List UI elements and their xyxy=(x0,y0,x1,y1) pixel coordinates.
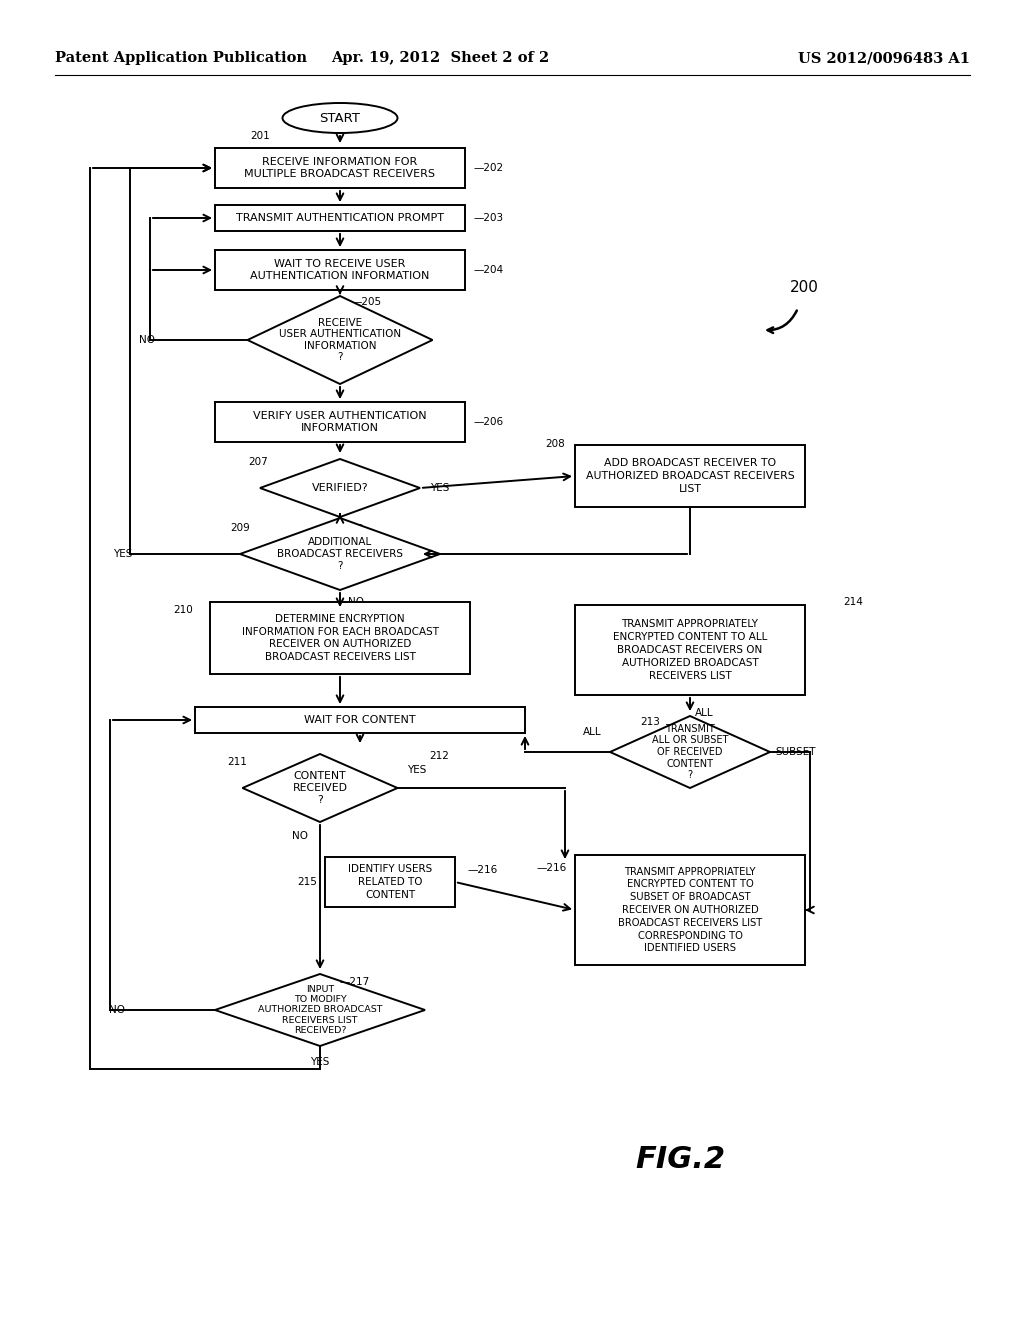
Text: 200: 200 xyxy=(790,281,819,296)
Text: Apr. 19, 2012  Sheet 2 of 2: Apr. 19, 2012 Sheet 2 of 2 xyxy=(331,51,549,65)
Text: 207: 207 xyxy=(248,457,268,467)
Text: —202: —202 xyxy=(473,162,503,173)
Text: YES: YES xyxy=(408,766,427,775)
Polygon shape xyxy=(260,459,420,517)
Text: RECEIVE
USER AUTHENTICATION
INFORMATION
?: RECEIVE USER AUTHENTICATION INFORMATION … xyxy=(279,318,401,363)
Text: TRANSMIT AUTHENTICATION PROMPT: TRANSMIT AUTHENTICATION PROMPT xyxy=(236,213,444,223)
Text: 211: 211 xyxy=(227,756,248,767)
FancyBboxPatch shape xyxy=(215,249,465,290)
Text: WAIT TO RECEIVE USER
AUTHENTICATION INFORMATION: WAIT TO RECEIVE USER AUTHENTICATION INFO… xyxy=(250,259,430,281)
Text: FIG.2: FIG.2 xyxy=(635,1146,725,1175)
Polygon shape xyxy=(215,974,425,1045)
Text: —203: —203 xyxy=(473,213,503,223)
Text: 208: 208 xyxy=(545,440,565,449)
Text: WAIT FOR CONTENT: WAIT FOR CONTENT xyxy=(304,715,416,725)
Text: —217: —217 xyxy=(340,977,371,987)
Text: —216: —216 xyxy=(537,863,567,873)
Polygon shape xyxy=(243,754,397,822)
Text: 212: 212 xyxy=(429,751,450,762)
Text: YES: YES xyxy=(430,483,450,492)
Text: NO: NO xyxy=(292,832,308,841)
FancyBboxPatch shape xyxy=(195,708,525,733)
Text: 209: 209 xyxy=(230,523,250,533)
Text: —205: —205 xyxy=(352,297,382,308)
Text: ADD BROADCAST RECEIVER TO
AUTHORIZED BROADCAST RECEIVERS
LIST: ADD BROADCAST RECEIVER TO AUTHORIZED BRO… xyxy=(586,458,795,494)
FancyBboxPatch shape xyxy=(575,855,805,965)
Text: YES: YES xyxy=(113,549,132,558)
Text: TRANSMIT APPROPRIATELY
ENCRYPTED CONTENT TO ALL
BROADCAST RECEIVERS ON
AUTHORIZE: TRANSMIT APPROPRIATELY ENCRYPTED CONTENT… xyxy=(612,619,767,681)
Text: ALL: ALL xyxy=(695,708,714,718)
Text: —204: —204 xyxy=(473,265,503,275)
Text: US 2012/0096483 A1: US 2012/0096483 A1 xyxy=(798,51,970,65)
Text: INPUT
TO MODIFY
AUTHORIZED BROADCAST
RECEIVERS LIST
RECEIVED?: INPUT TO MODIFY AUTHORIZED BROADCAST REC… xyxy=(258,985,382,1035)
Text: START: START xyxy=(319,111,360,124)
FancyBboxPatch shape xyxy=(325,857,455,907)
Text: SUBSET: SUBSET xyxy=(775,747,815,756)
Ellipse shape xyxy=(283,103,397,133)
Text: 201: 201 xyxy=(250,131,270,141)
Text: VERIFIED?: VERIFIED? xyxy=(311,483,369,492)
Text: —206: —206 xyxy=(473,417,503,426)
Text: NO: NO xyxy=(348,524,364,535)
Text: VERIFY USER AUTHENTICATION
INFORMATION: VERIFY USER AUTHENTICATION INFORMATION xyxy=(253,411,427,433)
Text: YES: YES xyxy=(310,1057,330,1067)
FancyBboxPatch shape xyxy=(210,602,470,675)
FancyBboxPatch shape xyxy=(215,205,465,231)
Text: 210: 210 xyxy=(173,605,193,615)
Text: CONTENT
RECEIVED
?: CONTENT RECEIVED ? xyxy=(293,771,347,805)
Text: RECEIVE INFORMATION FOR
MULTIPLE BROADCAST RECEIVERS: RECEIVE INFORMATION FOR MULTIPLE BROADCA… xyxy=(245,157,435,180)
Text: NO: NO xyxy=(348,597,364,607)
Text: DETERMINE ENCRYPTION
INFORMATION FOR EACH BROADCAST
RECEIVER ON AUTHORIZED
BROAD: DETERMINE ENCRYPTION INFORMATION FOR EAC… xyxy=(242,614,438,663)
Text: 213: 213 xyxy=(640,717,660,727)
Polygon shape xyxy=(610,715,770,788)
Text: —216: —216 xyxy=(467,865,498,875)
Text: TRANSMIT
ALL OR SUBSET
OF RECEIVED
CONTENT
?: TRANSMIT ALL OR SUBSET OF RECEIVED CONTE… xyxy=(652,723,728,780)
FancyBboxPatch shape xyxy=(215,148,465,187)
Text: ALL: ALL xyxy=(584,727,602,737)
Text: 215: 215 xyxy=(297,876,317,887)
Text: IDENTIFY USERS
RELATED TO
CONTENT: IDENTIFY USERS RELATED TO CONTENT xyxy=(348,865,432,900)
Text: TRANSMIT APPROPRIATELY
ENCRYPTED CONTENT TO
SUBSET OF BROADCAST
RECEIVER ON AUTH: TRANSMIT APPROPRIATELY ENCRYPTED CONTENT… xyxy=(617,867,762,953)
Polygon shape xyxy=(248,296,432,384)
Text: ADDITIONAL
BROADCAST RECEIVERS
?: ADDITIONAL BROADCAST RECEIVERS ? xyxy=(278,537,403,570)
Text: Patent Application Publication: Patent Application Publication xyxy=(55,51,307,65)
FancyBboxPatch shape xyxy=(575,445,805,507)
FancyBboxPatch shape xyxy=(215,403,465,442)
Text: NO: NO xyxy=(109,1005,125,1015)
Text: 214: 214 xyxy=(843,597,863,607)
FancyBboxPatch shape xyxy=(575,605,805,696)
Polygon shape xyxy=(240,517,440,590)
Text: NO: NO xyxy=(139,335,155,345)
